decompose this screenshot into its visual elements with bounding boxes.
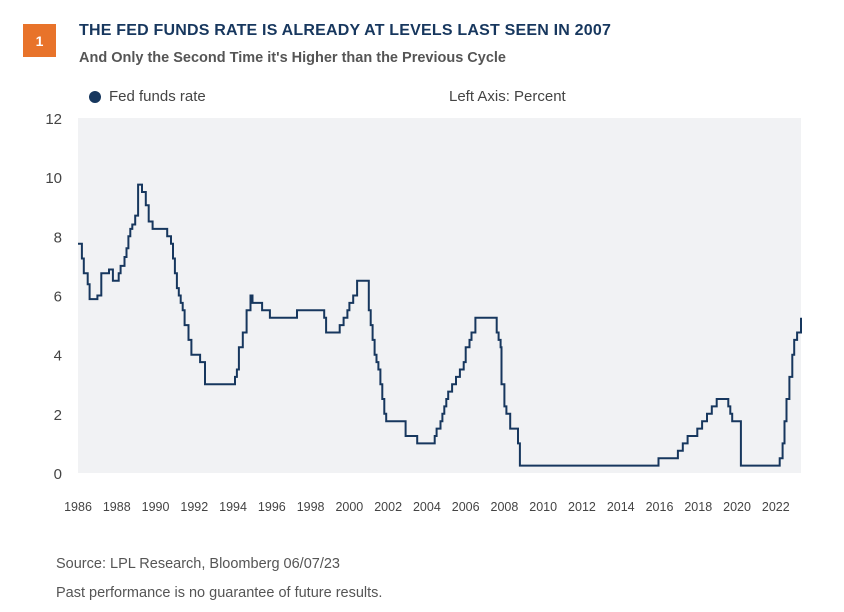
x-tick-label: 1992 [180,500,208,514]
x-tick-label: 2002 [374,500,402,514]
x-tick-label: 2008 [491,500,519,514]
x-tick-label: 2020 [723,500,751,514]
chart-title: THE FED FUNDS RATE IS ALREADY AT LEVELS … [79,22,612,39]
x-tick-label: 2006 [452,500,480,514]
x-tick-label: 1986 [64,500,92,514]
y-tick-label: 12 [45,111,62,128]
y-tick-label: 8 [54,229,62,246]
x-tick-label: 2016 [646,500,674,514]
x-tick-label: 1996 [258,500,286,514]
legend-marker-icon [89,90,101,103]
x-tick-label: 2014 [607,500,635,514]
y-tick-label: 6 [54,289,62,306]
y-tick-label: 10 [45,170,62,187]
x-tick-label: 1994 [219,500,247,514]
x-tick-label: 2010 [529,500,557,514]
x-tick-label: 2000 [335,500,363,514]
series-line-fed-funds-rate [78,183,802,467]
source-note: Source: LPL Research, Bloomberg 06/07/23 [56,556,340,572]
y-tick-label: 2 [54,407,62,424]
x-tick-label: 1990 [142,500,170,514]
axis-note: Left Axis: Percent [449,88,566,105]
x-tick-label: 2018 [684,500,712,514]
plot-area [78,118,801,473]
legend-label: Fed funds rate [109,88,206,105]
x-tick-label: 2012 [568,500,596,514]
y-tick-label: 4 [54,348,62,365]
x-tick-label: 2004 [413,500,441,514]
figure-number-badge: 1 [23,24,56,57]
x-tick-label: 1998 [297,500,325,514]
legend: Fed funds rate [89,88,206,105]
y-tick-label: 0 [54,466,62,483]
disclaimer-note: Past performance is no guarantee of futu… [56,585,383,601]
x-tick-label: 1988 [103,500,131,514]
x-tick-label: 2022 [762,500,790,514]
chart-subtitle: And Only the Second Time it's Higher tha… [79,50,506,66]
